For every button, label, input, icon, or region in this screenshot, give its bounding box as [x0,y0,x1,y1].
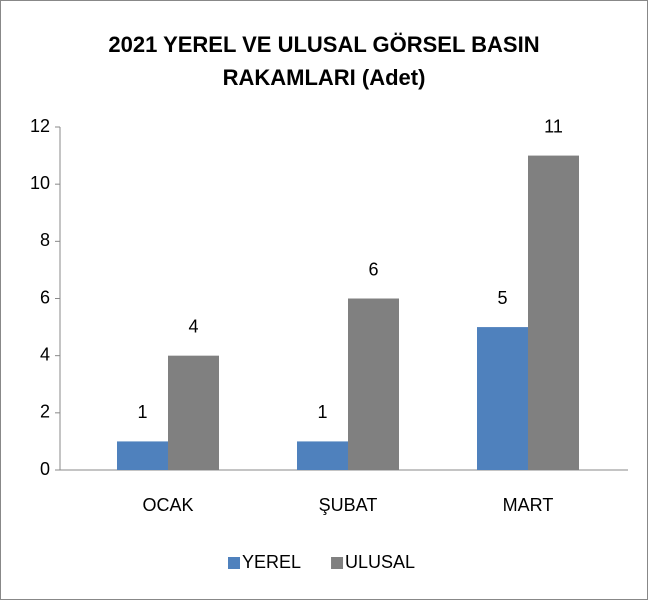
data-label: 1 [317,402,327,422]
bar [528,155,579,471]
y-tick-label: 2 [40,402,50,422]
bar [348,298,399,470]
bar [477,327,528,470]
y-tick-label: 4 [40,344,50,364]
y-tick-label: 0 [40,459,50,479]
chart-title: 2021 YEREL VE ULUSAL GÖRSEL BASIN RAKAML… [108,32,540,90]
bar [117,441,168,470]
y-tick-label: 10 [30,173,50,193]
legend-label: YEREL [242,552,301,572]
y-tick-label: 6 [40,287,50,307]
data-label: 4 [188,316,198,336]
bar [168,355,219,470]
bar [297,441,348,470]
legend-swatch [331,557,344,569]
y-tick-label: 8 [40,230,50,250]
x-tick-label: OCAK [142,495,193,515]
data-label: 1 [137,402,147,422]
x-tick-label: MART [503,495,554,515]
data-label: 6 [368,259,378,279]
legend-swatch [228,557,240,569]
data-label: 11 [544,116,563,136]
legend-label: ULUSAL [345,552,415,572]
y-tick-label: 12 [30,116,50,136]
x-tick-label: ŞUBAT [319,495,378,515]
data-label: 5 [497,288,507,308]
